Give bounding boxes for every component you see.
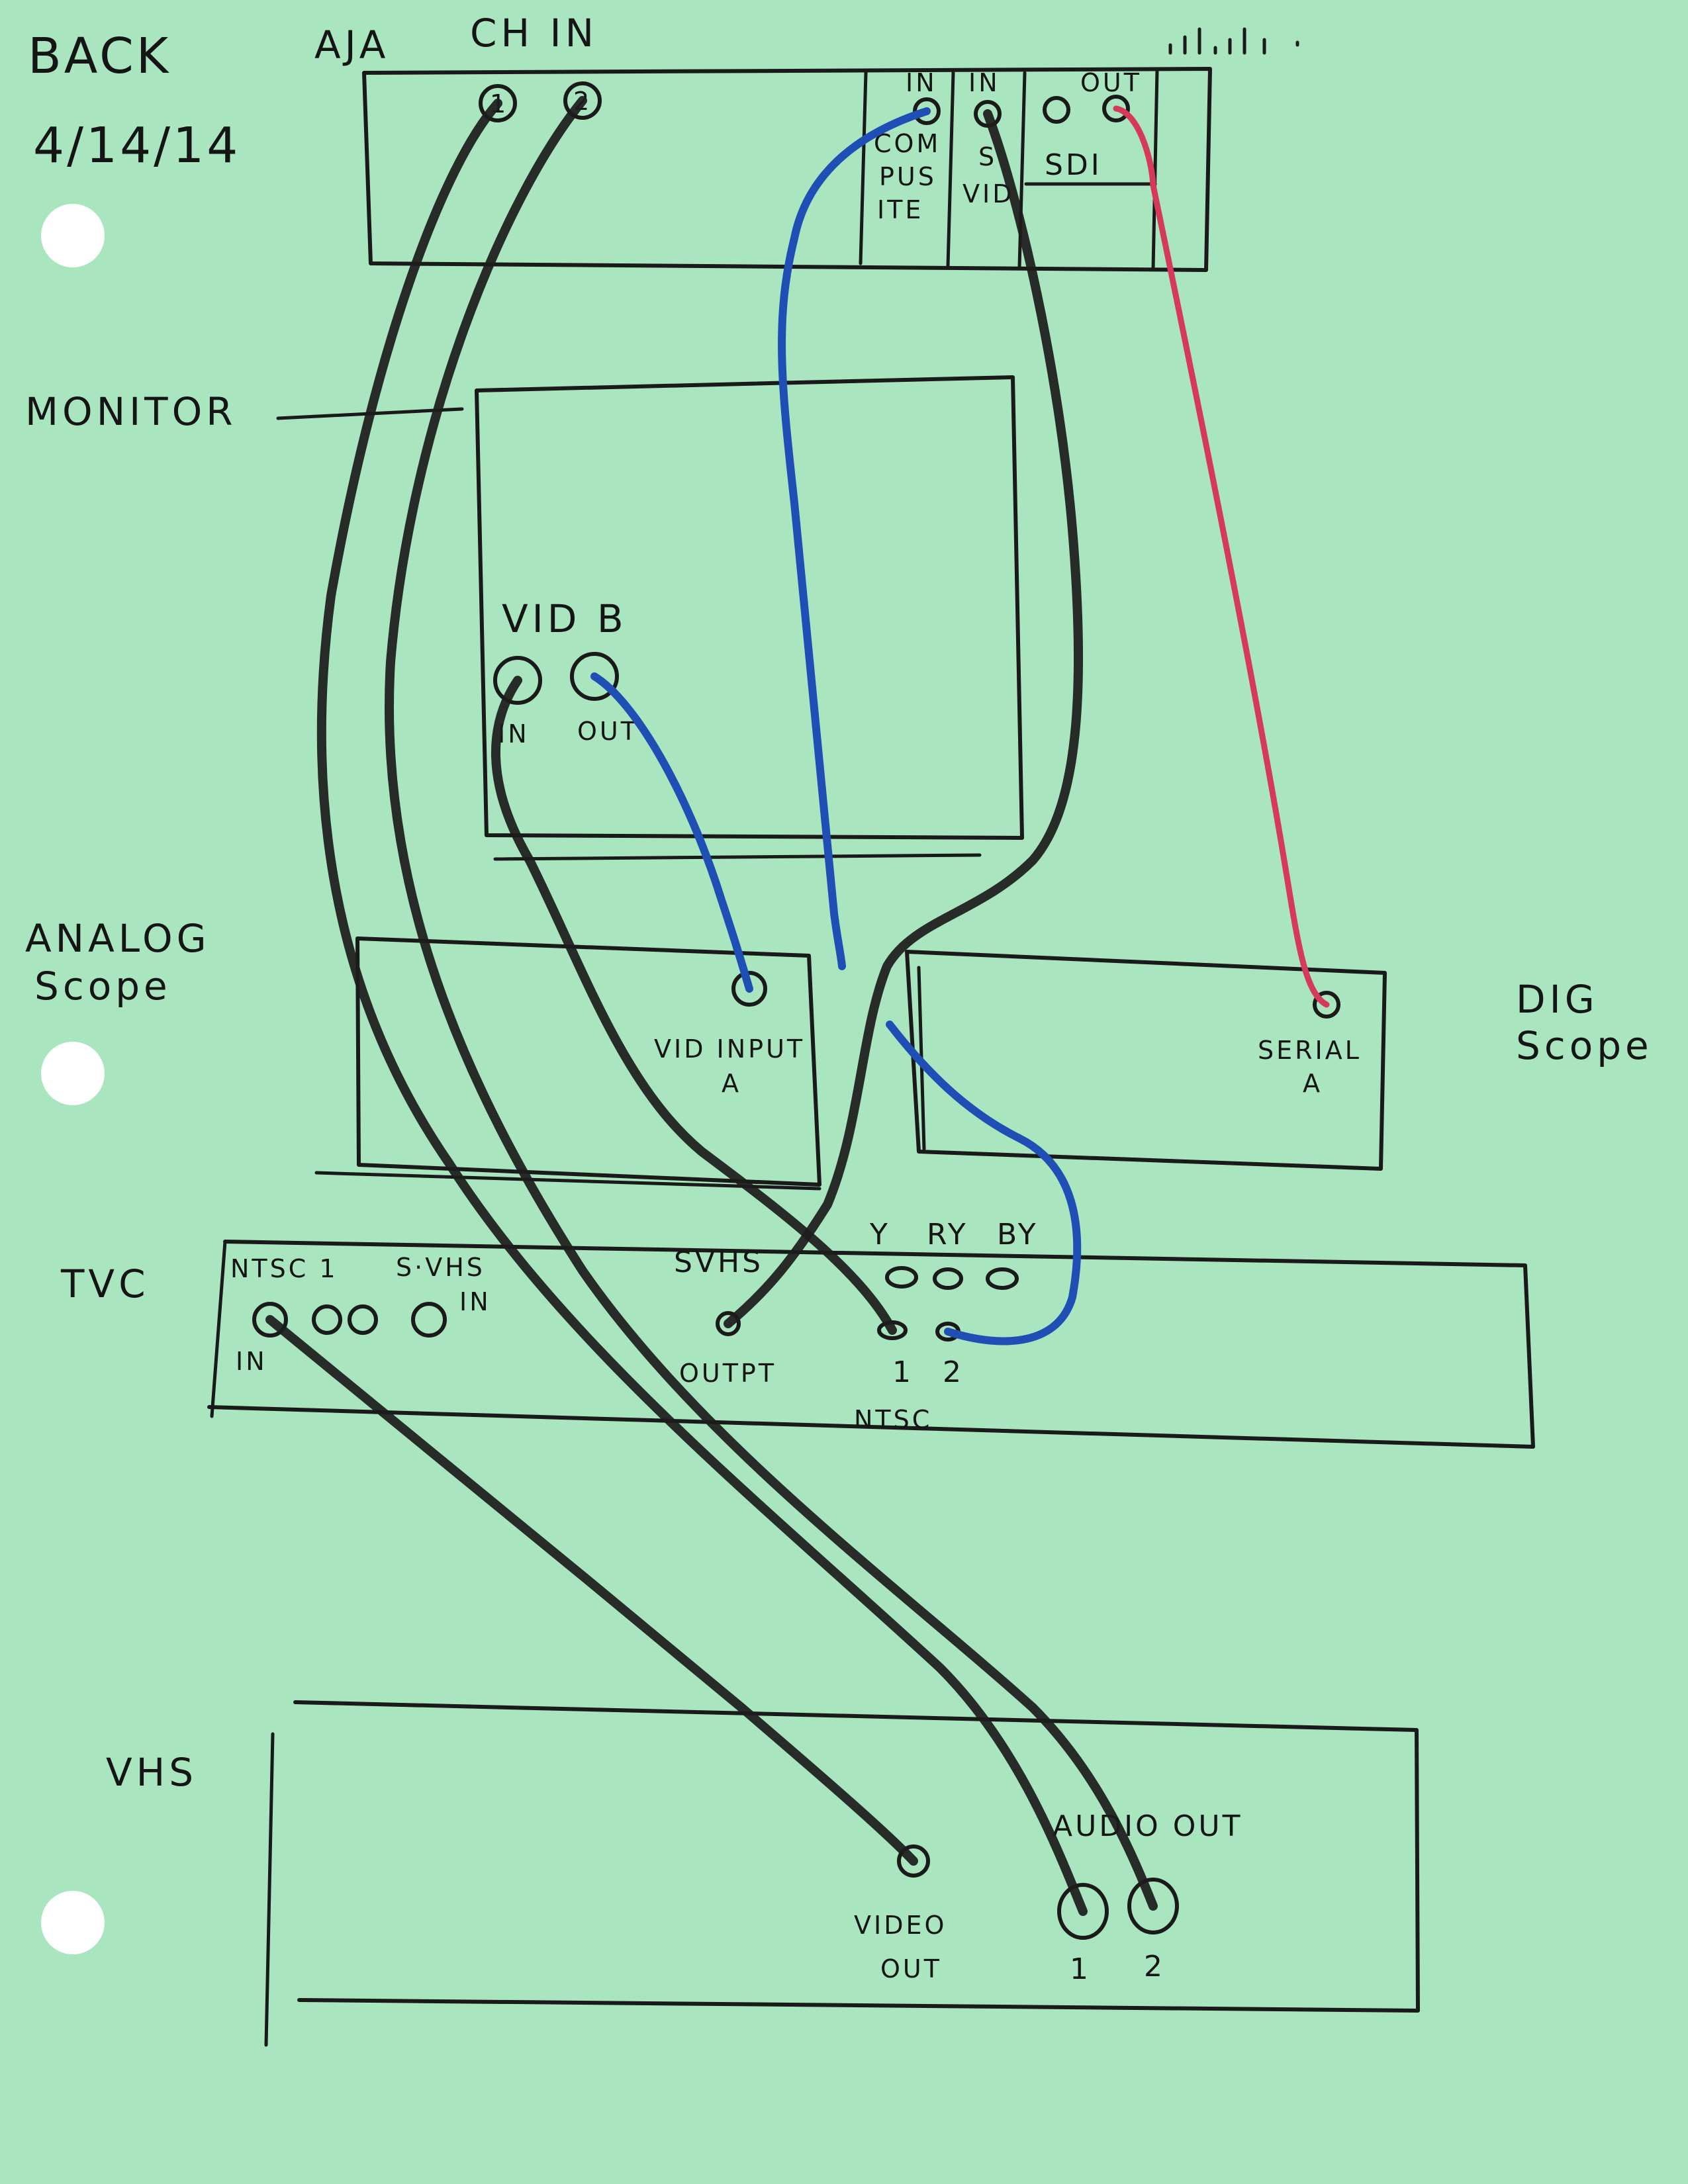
monitor-out-jack	[570, 652, 619, 701]
analog-scope-label-1: ANALOG	[25, 916, 211, 961]
vhs-audio-1-label: 1	[1070, 1952, 1091, 1986]
monitor-vid-b-label: VID B	[502, 596, 628, 641]
cable-aja-sdi-to-dig-scope	[1113, 105, 1330, 1008]
aja-divider-1	[859, 71, 868, 265]
aja-divider-4	[1151, 68, 1159, 271]
vhs-audio-2-jack	[1127, 1878, 1179, 1934]
aja-port-1	[479, 84, 517, 122]
vhs-video-out-jack	[897, 1844, 930, 1878]
tvc-y-label: Y	[869, 1218, 890, 1251]
tvc-device: TVC NTSC 1 IN S·VHS IN SVHS OUTPT Y RY B…	[60, 1218, 1535, 1449]
tvc-jack-2	[312, 1304, 342, 1335]
aja-sdi-out-label: OUT	[1080, 68, 1142, 97]
aja-composite-in-label: IN	[906, 68, 937, 97]
monitor-in-jack	[493, 656, 542, 705]
analog-scope-device: ANALOG Scope VID INPUT A	[25, 916, 821, 1191]
page-title: BACK	[28, 28, 171, 85]
aja-composite-label-3: ITE	[877, 195, 923, 224]
vhs-audio-out-label: AUDIO OUT	[1053, 1809, 1243, 1843]
tvc-ntsc1-label: NTSC 1	[230, 1254, 338, 1283]
monitor-device: MONITOR VID B IN OUT	[25, 375, 1024, 861]
analog-scope-base	[314, 1171, 821, 1191]
dig-scope-label-2: Scope	[1516, 1023, 1653, 1068]
tvc-ntsc-label: NTSC	[854, 1405, 932, 1434]
vhs-video-out-label-1: VIDEO	[854, 1911, 947, 1940]
tvc-svhs-in-jack	[411, 1302, 447, 1338]
aja-sdi-label: SDI	[1045, 148, 1102, 182]
aja-port-2	[563, 81, 602, 120]
signal-marks	[1168, 27, 1299, 55]
tvc-ntsc-2-label: 2	[943, 1355, 964, 1389]
tvc-left-edge	[210, 1240, 227, 1418]
dig-scope-serial-jack	[1313, 991, 1340, 1019]
analog-scope-input-a-label: A	[722, 1069, 741, 1098]
monitor-box	[475, 375, 1024, 840]
cable-tvc-ntsc-2-blue	[886, 1021, 1082, 1345]
cable-aja-composite-in-blue	[778, 107, 931, 970]
aja-ch-in-label: CH IN	[470, 11, 598, 56]
monitor-out-label: OUT	[577, 717, 639, 746]
tvc-output-label: OUTPT	[679, 1359, 776, 1388]
tvc-by-label: BY	[997, 1218, 1039, 1251]
digital-scope-device: DIG Scope SERIAL A	[905, 950, 1653, 1171]
aja-svid-label-1: S	[978, 142, 997, 171]
tvc-svhs-output-jack	[716, 1311, 741, 1336]
aja-box	[362, 67, 1212, 272]
aja-sdi-jack-a	[1043, 96, 1070, 124]
tvc-svhs-label: SVHS	[674, 1246, 763, 1279]
tvc-label: TVC	[60, 1261, 150, 1306]
analog-scope-label-2: Scope	[34, 964, 171, 1009]
tvc-svhs-in-label-2: IN	[459, 1287, 491, 1316]
tvc-ry-jack	[933, 1267, 963, 1290]
cable-aja-svid-to-tvc-svhs	[724, 109, 1084, 1328]
dig-scope-serial-label: SERIAL	[1258, 1036, 1362, 1065]
cable-monitor-in-to-tvc-ntsc-1	[491, 676, 897, 1335]
analog-scope-vid-input-label: VID INPUT	[654, 1034, 805, 1064]
digital-scope-box	[905, 950, 1387, 1171]
aja-composite-label-1: COM	[874, 129, 941, 158]
date-label: 4/14/14	[33, 117, 240, 174]
cable-aja-ch2-to-vhs-audio-2	[384, 96, 1158, 1911]
tvc-in-label: IN	[236, 1347, 267, 1376]
binder-hole-top	[41, 204, 105, 267]
vhs-device: VHS VIDEO OUT AUDIO OUT 1 2	[106, 1700, 1420, 2047]
binder-hole-middle	[41, 1042, 105, 1105]
vhs-box	[293, 1700, 1420, 2013]
tvc-box	[207, 1240, 1535, 1449]
monitor-base-line	[493, 853, 982, 861]
tvc-y-jack	[885, 1266, 918, 1289]
dig-scope-serial-a-label: A	[1303, 1069, 1323, 1098]
aja-divider-2	[946, 71, 955, 268]
tvc-svhs-in-label: S·VHS	[396, 1253, 485, 1282]
monitor-label: MONITOR	[25, 389, 237, 434]
tvc-by-jack	[986, 1267, 1019, 1290]
vhs-audio-2-label: 2	[1144, 1950, 1165, 1983]
aja-svid-label-2: VID	[962, 179, 1014, 208]
cable-tvc-ntsc-in-to-vhs-video	[265, 1315, 918, 1866]
dig-scope-label-1: DIG	[1516, 977, 1599, 1022]
aja-sdi-out-jack	[1102, 95, 1130, 122]
tvc-ntsc-1-label: 1	[892, 1355, 914, 1389]
cable-aja-ch1-to-vhs-audio-1	[316, 99, 1088, 1916]
analog-scope-box	[355, 936, 821, 1187]
vhs-label: VHS	[106, 1750, 197, 1795]
aja-label: AJA	[314, 23, 389, 68]
tvc-ntsc1-in-jack	[252, 1302, 288, 1338]
tvc-jack-3	[348, 1304, 378, 1335]
tvc-ry-label: RY	[927, 1218, 968, 1251]
aja-composite-label-2: PUS	[879, 162, 937, 191]
vhs-audio-1-jack	[1057, 1883, 1109, 1940]
aja-svid-in-label: IN	[968, 68, 1000, 97]
vhs-video-out-label-2: OUT	[880, 1954, 942, 1983]
binder-hole-bottom	[41, 1891, 105, 1954]
cable-monitor-out-to-analog-scope	[590, 672, 753, 993]
aja-device: AJA CH IN 1 2 IN COM PUS ITE IN S VID OU…	[314, 11, 1299, 272]
vhs-left-edge	[264, 1732, 275, 2047]
analog-scope-vid-input-jack	[731, 971, 767, 1007]
